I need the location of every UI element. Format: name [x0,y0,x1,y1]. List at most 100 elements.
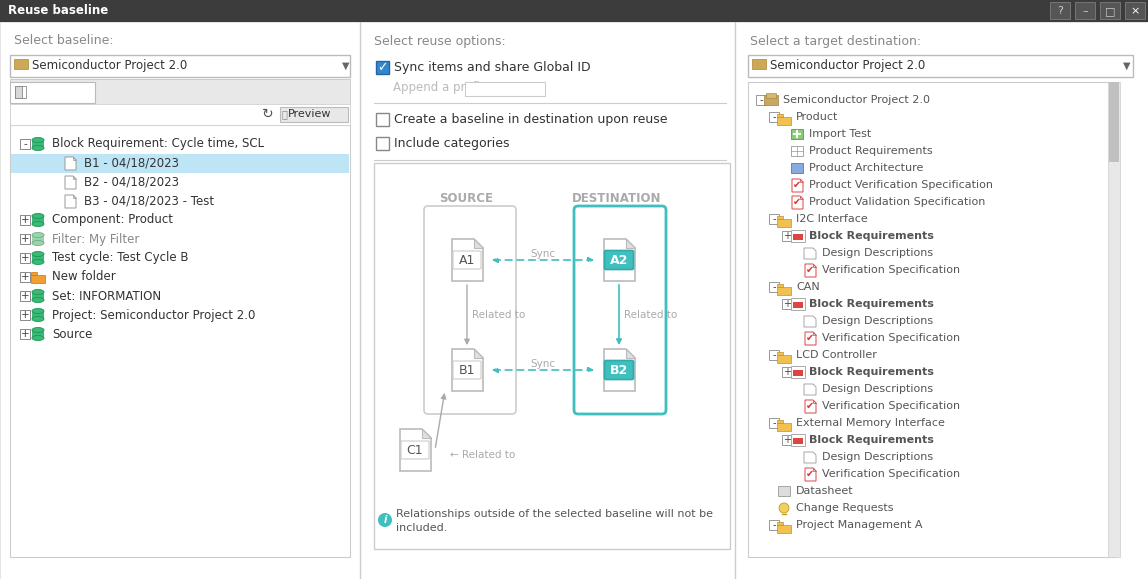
Text: Verification Specification: Verification Specification [822,401,960,411]
Ellipse shape [32,290,44,295]
Text: Related to: Related to [625,310,677,320]
FancyBboxPatch shape [20,291,30,301]
Text: Product Architecture: Product Architecture [809,163,923,173]
Text: –: – [1083,6,1088,16]
FancyBboxPatch shape [32,311,44,319]
Ellipse shape [32,317,44,321]
FancyBboxPatch shape [20,234,30,244]
Text: LCD Controller: LCD Controller [796,350,877,360]
Ellipse shape [32,233,44,237]
FancyBboxPatch shape [748,55,1133,77]
Text: Sync: Sync [530,249,556,259]
Ellipse shape [32,328,44,332]
Text: Block Requirement: Cycle time, SCL: Block Requirement: Cycle time, SCL [52,137,264,151]
Bar [777,525,791,533]
FancyBboxPatch shape [20,215,30,225]
FancyBboxPatch shape [1100,2,1120,19]
Text: ↻: ↻ [262,107,274,121]
Polygon shape [805,468,816,481]
Ellipse shape [32,137,44,142]
Text: Design Descriptions: Design Descriptions [822,248,933,258]
Polygon shape [626,239,635,248]
Text: -: - [773,112,776,122]
Text: +: + [783,231,791,241]
FancyBboxPatch shape [793,302,802,308]
Polygon shape [804,384,816,395]
Text: I2C Interface: I2C Interface [796,214,868,224]
FancyBboxPatch shape [15,86,26,98]
Text: -: - [759,95,762,105]
FancyBboxPatch shape [1108,82,1120,557]
Text: A1: A1 [459,254,475,266]
FancyBboxPatch shape [791,146,802,156]
FancyBboxPatch shape [793,234,802,240]
Text: Product Validation Specification: Product Validation Specification [809,197,985,207]
Text: Product: Product [796,112,838,122]
FancyBboxPatch shape [32,140,44,148]
Polygon shape [73,195,76,198]
Text: B3 - 04/18/2023 - Test: B3 - 04/18/2023 - Test [84,195,215,207]
FancyBboxPatch shape [10,82,95,103]
FancyBboxPatch shape [1075,2,1095,19]
FancyBboxPatch shape [401,441,429,459]
Text: ✔: ✔ [806,469,814,479]
Bar [31,275,45,283]
FancyBboxPatch shape [574,206,666,414]
FancyBboxPatch shape [748,82,1116,557]
FancyBboxPatch shape [791,298,805,310]
FancyBboxPatch shape [10,55,350,77]
Text: -: - [773,214,776,224]
Text: i: i [383,515,387,525]
Text: -: - [773,282,776,292]
Text: Related to: Related to [472,310,526,320]
Polygon shape [805,264,816,277]
Text: Project Management A: Project Management A [796,520,923,530]
Text: Product Requirements: Product Requirements [809,146,932,156]
Text: Verification Specification: Verification Specification [822,265,960,275]
Text: Semiconductor Project 2.0: Semiconductor Project 2.0 [32,60,187,72]
Polygon shape [813,400,816,403]
Polygon shape [813,468,816,471]
FancyBboxPatch shape [20,139,30,149]
Polygon shape [805,332,816,345]
FancyBboxPatch shape [377,137,389,150]
Text: CAN: CAN [796,282,820,292]
Text: External Memory Interface: External Memory Interface [796,418,945,428]
Text: DESTINATION: DESTINATION [572,192,661,204]
FancyBboxPatch shape [752,59,766,69]
Ellipse shape [32,335,44,340]
FancyBboxPatch shape [765,95,778,105]
FancyBboxPatch shape [0,22,1148,579]
Ellipse shape [32,240,44,245]
FancyBboxPatch shape [32,235,44,243]
Bar [777,522,783,525]
Text: Product Verification Specification: Product Verification Specification [809,180,993,190]
FancyBboxPatch shape [793,370,802,376]
FancyBboxPatch shape [14,59,28,69]
Polygon shape [474,349,483,358]
Text: Create a baseline in destination upon reuse: Create a baseline in destination upon re… [394,113,667,126]
FancyBboxPatch shape [424,206,515,414]
Text: Append a prefix: Append a prefix [393,82,487,94]
Text: Source: Source [52,328,92,340]
FancyBboxPatch shape [791,230,805,242]
FancyBboxPatch shape [782,231,792,241]
FancyBboxPatch shape [10,79,350,125]
FancyBboxPatch shape [778,486,790,496]
Polygon shape [604,349,635,391]
FancyBboxPatch shape [20,310,30,320]
FancyBboxPatch shape [20,272,30,282]
Text: B1: B1 [459,364,475,376]
FancyBboxPatch shape [605,251,634,269]
FancyBboxPatch shape [374,163,730,549]
FancyBboxPatch shape [10,104,350,125]
Polygon shape [813,264,816,267]
Text: B2: B2 [610,364,628,376]
Polygon shape [804,452,816,463]
Text: Sync items and share Global ID: Sync items and share Global ID [394,61,590,75]
Polygon shape [65,176,76,189]
FancyBboxPatch shape [465,82,545,96]
Text: New folder: New folder [52,270,116,284]
Text: -: - [773,350,776,360]
Text: +: + [21,234,30,244]
